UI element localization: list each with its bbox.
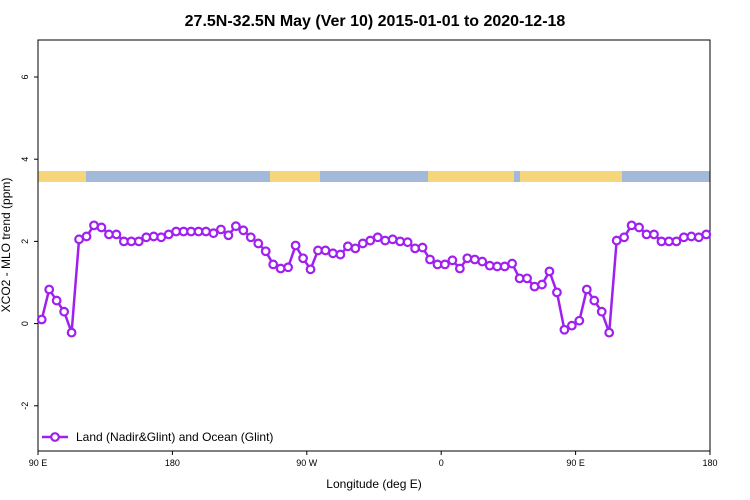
data-point — [290, 240, 301, 251]
data-point — [51, 295, 62, 306]
x-tick-label: 180 — [165, 458, 180, 468]
data-point — [581, 284, 592, 295]
x-tick-label: 180 — [702, 458, 717, 468]
data-point — [425, 254, 435, 265]
land-band — [270, 171, 320, 182]
data-point — [701, 229, 712, 240]
data-point — [440, 259, 450, 270]
data-point — [36, 314, 47, 325]
data-point — [335, 249, 346, 260]
data-point — [402, 237, 413, 248]
data-point — [552, 287, 562, 298]
land-band — [520, 171, 622, 182]
land-band — [428, 171, 514, 182]
data-point — [537, 279, 547, 290]
land-band — [38, 171, 86, 182]
data-point — [44, 284, 55, 295]
x-tick-label: 90 E — [566, 458, 585, 468]
land-ocean-strip — [38, 171, 710, 182]
data-point — [230, 221, 241, 232]
y-tick-label: 0 — [20, 321, 30, 326]
data-point — [245, 232, 256, 243]
data-point — [275, 263, 286, 274]
legend-marker — [50, 432, 60, 442]
data-point — [96, 222, 107, 233]
data-point — [350, 243, 361, 254]
data-point — [566, 320, 577, 331]
y-tick-label: 4 — [20, 157, 30, 162]
ocean-band — [38, 171, 710, 182]
data-point — [649, 229, 659, 240]
data-point — [574, 315, 585, 326]
data-point — [305, 264, 316, 275]
data-point — [604, 327, 615, 338]
data-point — [559, 324, 570, 335]
x-tick-label: 90 W — [296, 458, 318, 468]
data-point — [253, 238, 264, 249]
chart-title: 27.5N-32.5N May (Ver 10) 2015-01-01 to 2… — [185, 13, 566, 30]
x-axis-label: Longitude (deg E) — [326, 477, 421, 491]
x-tick-label: 90 E — [29, 458, 48, 468]
data-point — [596, 306, 607, 317]
data-point — [66, 327, 77, 338]
data-point — [59, 306, 70, 317]
data-point — [365, 235, 376, 246]
data-point — [133, 236, 144, 247]
x-tick-label: 0 — [439, 458, 444, 468]
data-point — [589, 295, 600, 306]
data-point — [298, 253, 308, 264]
data-point — [634, 222, 644, 233]
data-point — [81, 231, 92, 242]
data-point — [417, 242, 428, 253]
data-point — [477, 256, 488, 267]
data-point — [111, 229, 122, 240]
data-point — [268, 259, 279, 270]
data-point — [283, 262, 294, 273]
data-point — [522, 273, 532, 284]
data-point — [447, 255, 458, 266]
data-point — [462, 253, 473, 264]
plot-frame — [37, 39, 711, 452]
data-point — [380, 235, 391, 246]
data-point — [201, 226, 211, 237]
data-point — [544, 266, 555, 277]
legend-label: Land (Nadir&Glint) and Ocean (Glint) — [76, 430, 273, 444]
y-tick-label: 2 — [20, 239, 30, 244]
data-point — [223, 230, 234, 241]
data-point — [216, 224, 226, 235]
y-axis-label: XCO2 - MLO trend (ppm) — [0, 178, 13, 313]
data-point — [671, 236, 682, 247]
y-tick-label: -2 — [20, 402, 30, 410]
data-point — [454, 263, 465, 274]
data-point — [372, 232, 383, 243]
data-point — [208, 228, 219, 239]
data-point — [619, 232, 630, 243]
y-tick-label: 6 — [20, 74, 30, 79]
data-point — [507, 258, 518, 269]
data-point — [238, 225, 249, 236]
data-point — [328, 248, 338, 259]
data-point — [611, 235, 622, 246]
data-point — [260, 246, 271, 257]
